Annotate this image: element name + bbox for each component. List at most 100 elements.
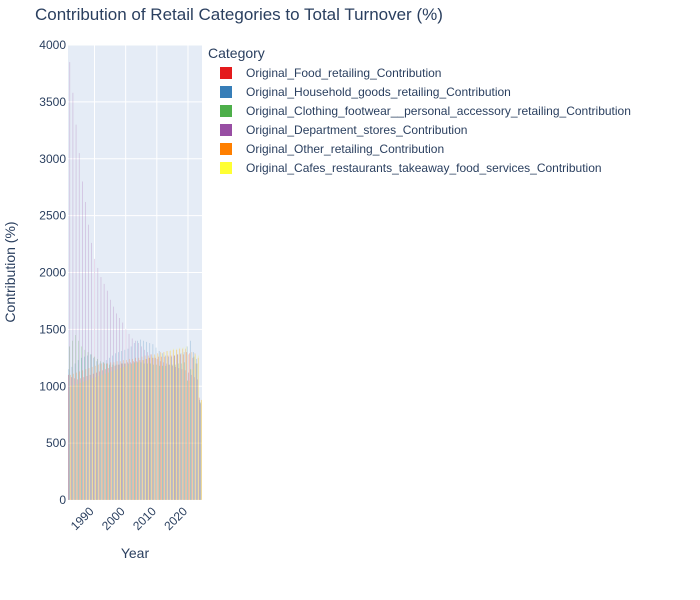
bar[interactable] xyxy=(70,386,72,500)
bar[interactable] xyxy=(102,370,103,500)
bar[interactable] xyxy=(84,349,86,500)
bar[interactable] xyxy=(197,379,198,500)
bar[interactable] xyxy=(98,376,100,500)
bar[interactable] xyxy=(110,299,111,500)
legend-item[interactable]: Original_Cafes_restaurants_takeaway_food… xyxy=(220,161,602,175)
bar[interactable] xyxy=(78,340,79,500)
bar[interactable] xyxy=(155,357,156,500)
bar[interactable] xyxy=(130,346,132,500)
bar[interactable] xyxy=(138,343,139,500)
bar[interactable] xyxy=(177,354,179,500)
bar[interactable] xyxy=(87,352,89,500)
bar[interactable] xyxy=(142,360,143,500)
bar[interactable] xyxy=(91,242,92,501)
bar[interactable] xyxy=(98,364,99,500)
bar[interactable] xyxy=(122,363,123,501)
bar[interactable] xyxy=(69,346,70,500)
bar[interactable] xyxy=(185,348,186,500)
bar[interactable] xyxy=(120,363,122,501)
bar[interactable] xyxy=(103,362,104,500)
bar[interactable] xyxy=(109,364,111,500)
bar[interactable] xyxy=(176,348,178,500)
bar[interactable] xyxy=(158,356,159,500)
bar[interactable] xyxy=(183,352,185,500)
bar[interactable] xyxy=(97,358,98,500)
bar[interactable] xyxy=(116,313,117,500)
bar[interactable] xyxy=(74,378,75,500)
bar[interactable] xyxy=(85,201,86,500)
bar[interactable] xyxy=(180,353,182,500)
bar[interactable] xyxy=(92,373,94,500)
bar[interactable] xyxy=(169,364,170,500)
bar[interactable] xyxy=(106,290,108,500)
bar[interactable] xyxy=(167,350,168,500)
bar[interactable] xyxy=(134,362,135,500)
bar[interactable] xyxy=(169,350,171,500)
bar[interactable] xyxy=(77,379,78,500)
bar[interactable] xyxy=(156,358,158,500)
bar[interactable] xyxy=(112,364,114,500)
bar[interactable] xyxy=(84,356,85,500)
bar[interactable] xyxy=(121,350,123,500)
bar[interactable] xyxy=(75,335,76,500)
bar[interactable] xyxy=(120,368,121,500)
bar[interactable] xyxy=(118,364,120,500)
bar[interactable] xyxy=(109,357,110,500)
bar[interactable] xyxy=(123,360,124,500)
bar[interactable] xyxy=(82,370,84,500)
bar[interactable] xyxy=(182,347,184,500)
bar[interactable] xyxy=(137,340,138,500)
bar[interactable] xyxy=(71,366,73,500)
bar[interactable] xyxy=(181,369,183,500)
bar[interactable] xyxy=(176,349,177,500)
bar[interactable] xyxy=(201,399,202,500)
bar[interactable] xyxy=(152,344,154,500)
bar[interactable] xyxy=(77,360,79,500)
bar[interactable] xyxy=(158,350,160,500)
bar[interactable] xyxy=(110,362,112,500)
bar[interactable] xyxy=(189,353,191,500)
bar[interactable] xyxy=(157,353,158,500)
bar[interactable] xyxy=(148,357,150,500)
bar[interactable] xyxy=(130,362,131,500)
bar[interactable] xyxy=(80,357,82,500)
bar[interactable] xyxy=(128,333,130,500)
bar[interactable] xyxy=(143,363,145,501)
bar[interactable] xyxy=(69,62,71,500)
bar[interactable] xyxy=(145,358,147,500)
bar[interactable] xyxy=(168,356,169,500)
bar[interactable] xyxy=(73,385,75,500)
bar[interactable] xyxy=(129,358,130,500)
bar[interactable] xyxy=(187,372,189,500)
bar[interactable] xyxy=(79,371,80,500)
bar[interactable] xyxy=(173,355,175,500)
bar[interactable] xyxy=(107,363,108,501)
bar[interactable] xyxy=(117,364,119,500)
bar[interactable] xyxy=(81,346,83,500)
bar[interactable] xyxy=(186,346,188,500)
bar[interactable] xyxy=(137,362,139,500)
bar[interactable] xyxy=(155,347,157,500)
bar[interactable] xyxy=(151,354,152,500)
bar[interactable] xyxy=(190,369,192,500)
bar[interactable] xyxy=(78,153,80,500)
legend-item[interactable]: Original_Department_stores_Contribution xyxy=(220,123,467,137)
bar[interactable] xyxy=(72,92,74,501)
bar[interactable] xyxy=(150,363,151,501)
bar[interactable] xyxy=(114,370,115,500)
bar[interactable] xyxy=(154,355,156,500)
bar[interactable] xyxy=(147,352,148,500)
bar[interactable] xyxy=(96,372,97,500)
bar[interactable] xyxy=(68,374,69,500)
legend-item[interactable]: Original_Household_goods_retailing_Contr… xyxy=(220,85,511,99)
bar[interactable] xyxy=(196,363,198,501)
bar[interactable] xyxy=(192,369,193,500)
bar[interactable] xyxy=(151,356,153,500)
bar[interactable] xyxy=(126,360,127,500)
bar[interactable] xyxy=(149,343,151,500)
bar[interactable] xyxy=(111,366,113,500)
bar[interactable] xyxy=(159,365,160,500)
bar[interactable] xyxy=(92,378,93,500)
bar[interactable] xyxy=(141,346,142,500)
bar[interactable] xyxy=(143,340,144,500)
